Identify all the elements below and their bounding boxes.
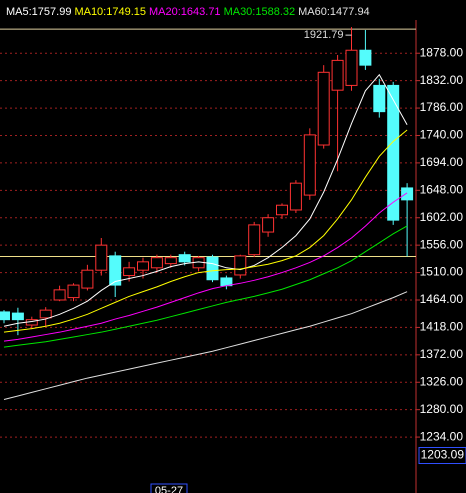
candle-body: [401, 187, 414, 201]
candle-body: [387, 84, 400, 221]
ma-line: [3, 73, 408, 327]
candle-body: [95, 244, 108, 271]
y-tick-label: 1602.00: [420, 210, 464, 224]
y-tick-label: 1464.00: [420, 292, 464, 306]
ma-line: [3, 225, 408, 348]
y-tick-label: 1832.00: [420, 73, 464, 87]
candle-body: [39, 309, 52, 319]
ma-line: [3, 192, 408, 342]
y-tick-label: 1510.00: [420, 265, 464, 279]
candle-body: [359, 49, 372, 66]
candle-body: [53, 289, 66, 301]
candle-body: [234, 255, 247, 276]
candle-body: [123, 267, 136, 277]
candle-body: [331, 59, 344, 91]
candle-body: [276, 204, 288, 216]
candle-body: [109, 255, 122, 286]
legend-entry: MA5:1757.99: [6, 6, 71, 18]
legend-entry: MA30:1588.32: [224, 6, 296, 18]
x-tick-label: 05-27: [155, 485, 183, 493]
candle-body: [317, 71, 330, 146]
candle-body: [164, 257, 177, 265]
y-tick-label: 1694.00: [420, 155, 464, 169]
x-label-box: [150, 483, 188, 493]
y-tick-label: 1372.00: [420, 347, 464, 361]
y-tick-label: 1648.00: [420, 182, 464, 196]
y-tick-label: 1234.00: [420, 429, 464, 443]
candle-body: [11, 312, 24, 321]
candle-body: [262, 217, 275, 233]
candle-body: [178, 254, 191, 263]
candle-body: [206, 256, 219, 281]
y-tick-label: 1418.00: [420, 320, 464, 334]
candle-body: [289, 182, 302, 211]
y-tick-label: 1878.00: [420, 45, 464, 59]
low-marker-label: 1203.09: [421, 448, 465, 462]
y-tick-label: 1556.00: [420, 237, 464, 251]
legend-entry: MA60:1477.94: [298, 6, 370, 18]
legend-entry: MA20:1643.71: [149, 6, 221, 18]
candle-body: [0, 311, 10, 321]
y-tick-label: 1786.00: [420, 100, 464, 114]
candle-body: [137, 261, 149, 271]
candle-body: [303, 134, 316, 196]
candle-body: [248, 224, 261, 256]
high-label: 1921.79: [304, 29, 344, 41]
candle-body: [81, 269, 94, 289]
candle-body: [345, 49, 358, 86]
low-marker-box: [418, 447, 466, 465]
candle-body: [67, 284, 80, 299]
ma-line: [3, 129, 408, 333]
candle-body: [373, 84, 386, 113]
y-tick-label: 1280.00: [420, 402, 464, 416]
y-tick-label: 1740.00: [420, 128, 464, 142]
ma-line: [3, 291, 408, 401]
y-tick-label: 1326.00: [420, 374, 464, 388]
candle-body: [150, 257, 163, 269]
legend-entry: MA10:1749.15: [74, 6, 146, 18]
